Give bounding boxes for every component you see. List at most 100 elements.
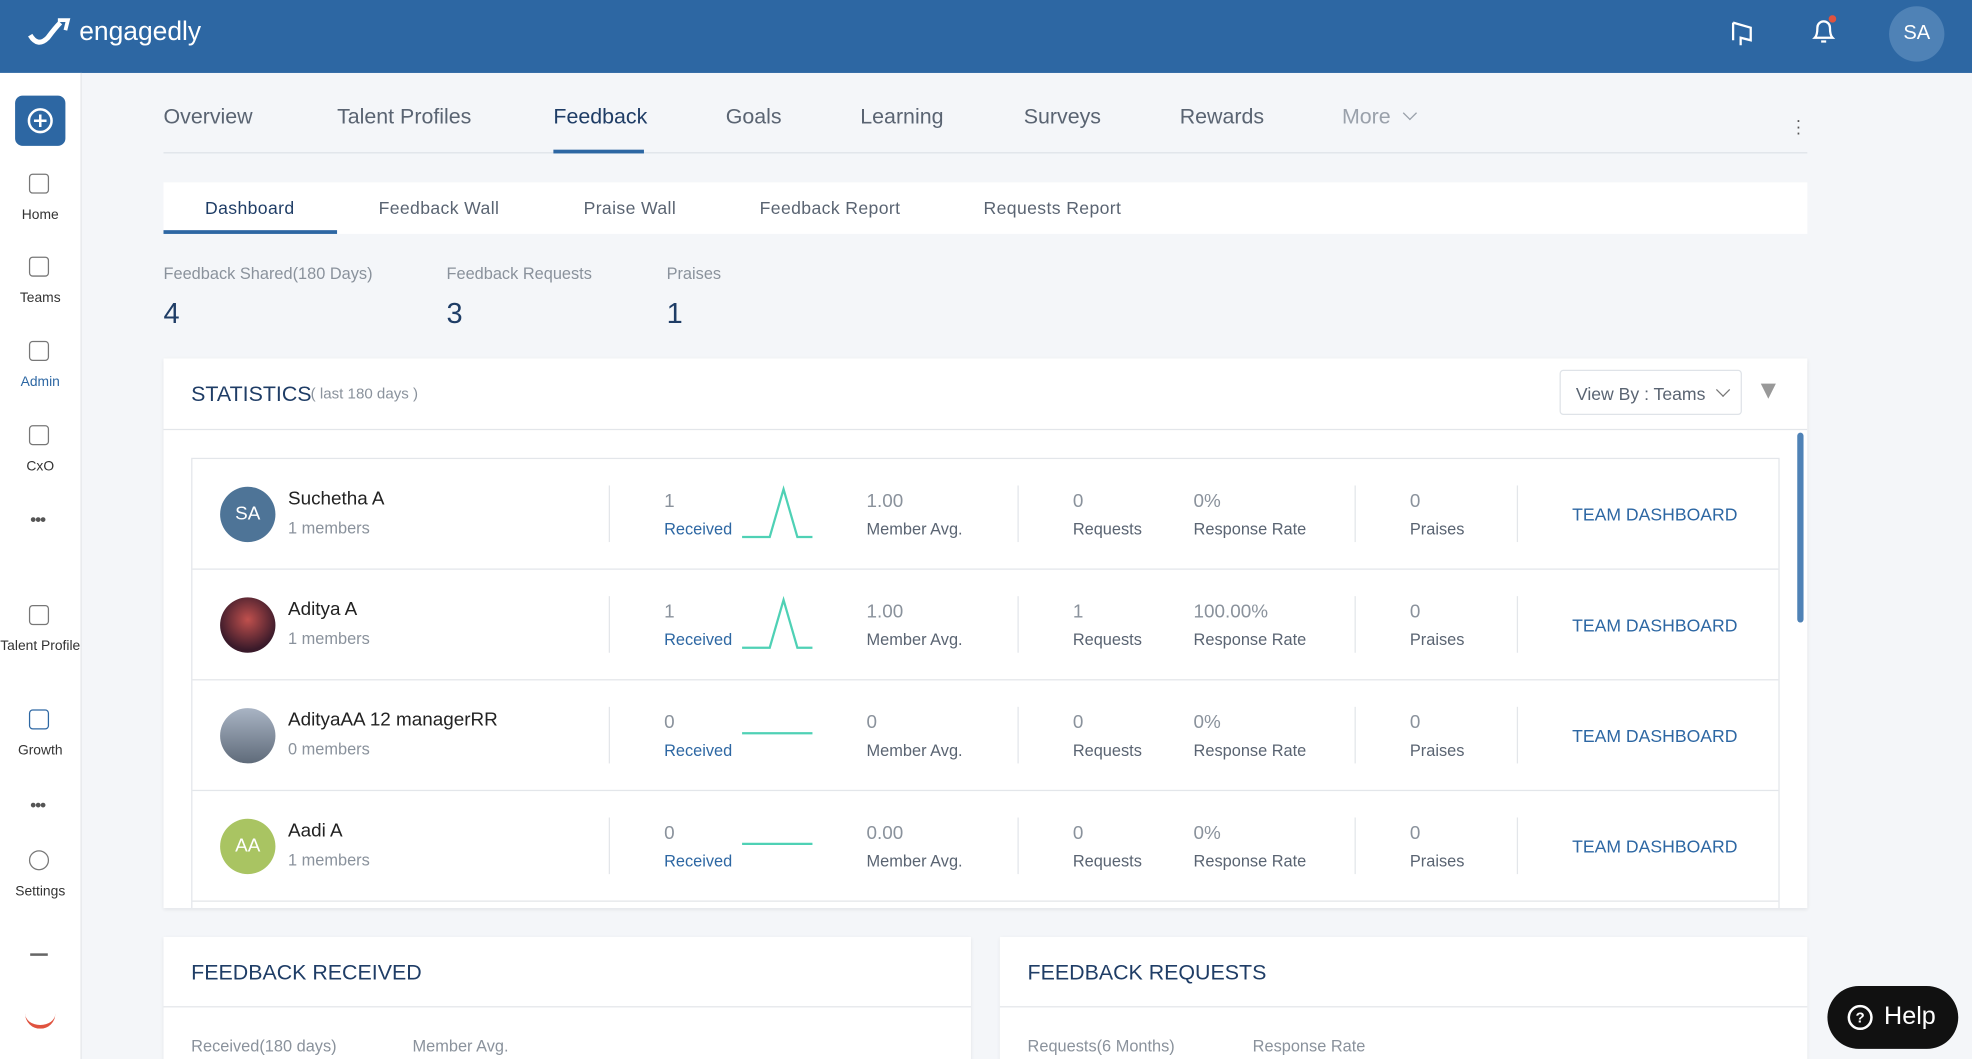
team-name: AdityaAA 12 managerRR [288,709,498,731]
team-list: SA Suchetha A 1 members 1 Received 1.00 Member… [191,457,1780,909]
more-dots[interactable]: ••• [30,509,46,530]
column-divider [1017,706,1019,764]
card-divider [163,428,1808,431]
column-divider [608,485,610,543]
app-logo[interactable] [25,1010,56,1029]
tab[interactable]: Talent Profiles [337,104,472,129]
team-dashboard-link[interactable]: TEAM DASHBOARD [1572,836,1738,857]
caret [1715,382,1731,398]
stat-value: 0 [866,711,878,734]
subtab-underline [163,230,338,234]
panel-divider [163,1006,971,1008]
tab[interactable]: Learning [860,104,944,129]
summary-value: 4 [163,296,180,330]
stat-value: 0 [664,711,675,734]
stat-value: 1 [1072,601,1084,623]
team-dashboard-link[interactable]: TEAM DASHBOARD [1572,725,1738,746]
nav-icon[interactable] [28,425,50,446]
nav-item[interactable]: Home [21,207,59,223]
statistics-card: STATISTICS( last 180 days ) View By : Tea… [163,358,1808,909]
add-button[interactable] [15,95,66,146]
help-button[interactable]: ? Help [1827,986,1959,1049]
stat-value: 1 [664,490,675,512]
sparkline [742,485,813,539]
nav-item[interactable]: Teams [19,290,61,306]
brand: engagedly [79,17,202,47]
nav-item[interactable]: Settings [15,884,66,900]
card-subtitle: ( last 180 days ) [310,384,419,403]
stat-label: Member Avg. [866,630,963,649]
stat-label: Received [664,519,733,539]
tab[interactable]: Surveys [1023,104,1102,129]
subtab[interactable]: Praise Wall [583,197,677,218]
nav-item[interactable]: CxO [26,459,55,475]
tab[interactable]: More [1341,104,1391,129]
stat-label: Praises [1409,851,1465,871]
subtab[interactable]: Feedback Report [759,197,901,218]
sparkline-path [742,485,813,539]
bell-icon[interactable] [1807,15,1840,48]
nav-icon[interactable] [28,173,50,194]
column-divider [1354,485,1356,543]
panel-title: FEEDBACK RECEIVED [191,960,422,985]
stat-value: 1.00 [866,490,904,512]
tab[interactable]: Goals [725,104,782,129]
column-divider [1354,817,1356,875]
nav-item[interactable]: Talent Profile [0,638,81,655]
nav-icon[interactable] [28,709,50,730]
nav-icon[interactable] [28,256,50,277]
stat-label: Member Avg. [866,740,963,760]
team-name: Aadi A [288,820,343,842]
announce-icon[interactable] [1728,18,1758,48]
tab[interactable]: Feedback [553,104,648,129]
card-title: STATISTICS [191,382,312,407]
stat-label: Requests [1072,519,1142,539]
stat-label: Praises [1409,519,1465,539]
column-divider [608,596,610,653]
nav-icon[interactable] [28,604,50,626]
user-avatar[interactable]: SA [1889,6,1945,62]
view-by-select[interactable]: View By : Teams [1559,369,1742,416]
tab[interactable]: Rewards [1179,104,1265,129]
nav-icon[interactable] [28,340,50,361]
subtab[interactable]: Dashboard [205,197,295,218]
sparkline [742,732,813,735]
stat-label: Response Rate [1193,851,1307,871]
nav-item[interactable]: Growth [17,743,63,759]
top-bar: engagedly SA [0,0,1972,73]
panel-label: Response Rate [1252,1036,1366,1056]
nav-item[interactable]: Admin [20,374,60,390]
subtab-bar [163,182,1808,234]
column-divider [1516,817,1519,875]
team-row: SA Suchetha A 1 members 1 Received 1.00 Member… [192,459,1779,570]
team-avatar [220,708,276,764]
team-members: 0 members [288,739,370,759]
panel-label: Received(180 days) [191,1036,337,1056]
team-dashboard-link[interactable]: TEAM DASHBOARD [1572,504,1738,525]
team-members: 1 members [288,518,370,538]
stat-value: 0 [1072,822,1084,844]
nav-icon[interactable] [28,850,50,871]
stat-value: 0 [1072,711,1084,734]
subtab[interactable]: Requests Report [983,197,1122,218]
kebab[interactable]: ... [1795,105,1801,139]
column-divider [1516,485,1519,543]
stat-label: Received [664,630,733,649]
download-icon[interactable] [30,936,48,956]
summary-value: 3 [446,296,463,330]
column-divider [1516,706,1519,764]
subtab[interactable]: Feedback Wall [378,197,500,218]
sparkline-path [742,595,813,649]
summary-label: Feedback Requests [446,264,592,283]
team-dashboard-link[interactable]: TEAM DASHBOARD [1572,615,1738,636]
team-members: 1 members [288,850,370,870]
stat-label: Response Rate [1193,519,1307,539]
sparkline [742,595,813,649]
tab[interactable]: Overview [163,104,253,129]
help-text: Help [1884,1002,1936,1031]
filter-icon[interactable] [1760,383,1776,399]
more-dots[interactable]: ••• [30,794,46,815]
stat-label: Requests [1072,851,1142,871]
stat-label: Praises [1409,740,1465,760]
team-row: Aditya A 1 members 1 Received 1.00 Member Avg… [192,570,1779,681]
